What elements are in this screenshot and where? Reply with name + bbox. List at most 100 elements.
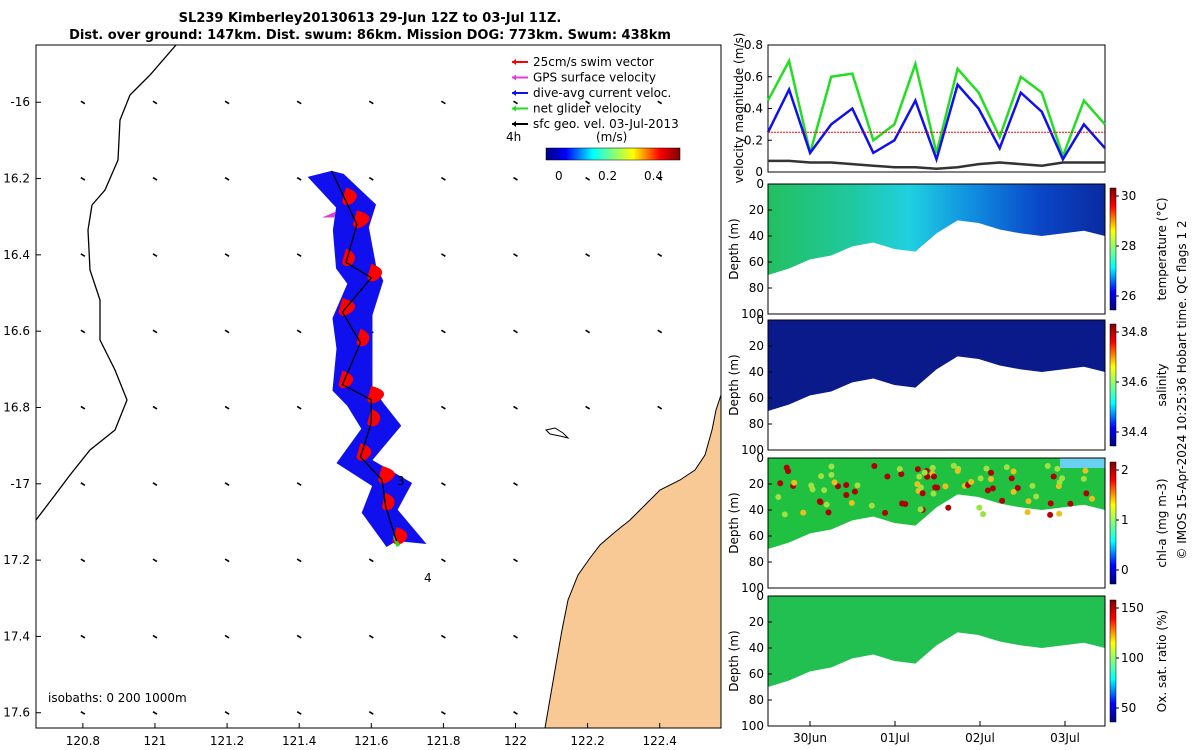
map-y-tick: 16.6 xyxy=(3,324,30,338)
chl-point xyxy=(1056,510,1063,517)
velocity-y-tick: 0.6 xyxy=(744,70,763,84)
chl-point xyxy=(980,511,987,518)
section-panel-chl-a: 0 20 40 60 80 100 Depth (m) 2 1 0 chl-a (mg m-3) xyxy=(727,451,1169,595)
current-arrow xyxy=(440,405,446,410)
current-arrow xyxy=(657,329,663,334)
current-arrow xyxy=(657,176,663,181)
section-ylabel: Depth (m) xyxy=(727,630,741,691)
chl-point xyxy=(1029,482,1036,489)
chl-point xyxy=(930,490,937,497)
current-arrow xyxy=(224,634,230,639)
current-arrow xyxy=(513,100,518,105)
current-arrow xyxy=(152,558,158,563)
section-y-tick: 20 xyxy=(749,203,764,217)
map-x-tick: 121.8 xyxy=(426,734,460,748)
legend-label: 25cm/s swim vector xyxy=(533,55,654,69)
colorbar-tick: 150 xyxy=(1121,601,1144,615)
velocity-panel: 0 0.2 0.4 0.6 0.8 velocity magnitude (m/s) xyxy=(732,33,1106,184)
current-arrow xyxy=(657,253,663,258)
chl-point xyxy=(1054,465,1061,472)
isobath-line xyxy=(36,45,177,521)
section-y-tick: 40 xyxy=(749,365,764,379)
chl-point xyxy=(823,501,830,508)
current-arrow xyxy=(296,711,302,715)
current-arrow xyxy=(80,329,86,334)
current-arrow xyxy=(296,100,302,105)
chl-point xyxy=(781,511,788,518)
section-y-tick: 60 xyxy=(749,391,764,405)
colorbar-tick: 34.8 xyxy=(1121,325,1148,339)
current-arrow xyxy=(296,176,302,181)
section-panel-oxygen: 0 20 40 60 80 100 Depth (m) 150 100 50 Ox. sat. ra… xyxy=(727,589,1169,733)
velocity-ylabel: velocity magnitude (m/s) xyxy=(732,33,746,184)
current-arrow xyxy=(513,634,518,639)
section-y-tick: 0 xyxy=(756,589,764,603)
section-y-tick: 80 xyxy=(749,281,764,295)
legend-label: GPS surface velocity xyxy=(533,71,656,85)
current-arrow xyxy=(224,176,230,181)
current-arrow xyxy=(224,405,230,410)
colorbar-tick: 0 xyxy=(1121,563,1129,577)
colorbar-tick: 100 xyxy=(1121,651,1144,665)
chart-title-line2: Dist. over ground: 147km. Dist. swum: 86… xyxy=(69,28,671,43)
chl-point xyxy=(775,493,782,500)
current-arrow xyxy=(513,253,518,258)
chl-point xyxy=(777,480,784,487)
current-arrow xyxy=(152,711,158,715)
section-y-tick: 20 xyxy=(749,339,764,353)
section-field xyxy=(768,596,1105,687)
legend-label: sfc geo. vel. 03-Jul-2013 xyxy=(533,117,679,131)
current-arrow xyxy=(80,176,86,181)
map-x-tick: 122.2 xyxy=(570,734,604,748)
colorbar-unit-label: (m/s) xyxy=(596,130,627,144)
colorbar-tick: 28 xyxy=(1121,239,1136,253)
map-frame xyxy=(35,44,722,729)
current-arrow xyxy=(296,405,302,410)
section-y-tick: 40 xyxy=(749,229,764,243)
swim-vector xyxy=(367,385,385,404)
section-field xyxy=(768,184,1105,275)
map-x-ticks: 120.8 121 121.2 121.4 121.6 121.8 122 122.2 122.… xyxy=(66,723,677,748)
swim-vector xyxy=(367,408,381,427)
chl-point xyxy=(999,497,1006,504)
current-arrow xyxy=(440,100,446,105)
current-arrow xyxy=(440,329,446,334)
chl-point xyxy=(977,475,984,482)
section-y-tick: 20 xyxy=(749,477,764,491)
chl-point xyxy=(987,476,994,483)
current-arrow xyxy=(224,482,230,486)
date-tick: 02Jul xyxy=(965,731,995,745)
current-arrow xyxy=(368,558,374,563)
chl-point xyxy=(950,462,957,469)
colorbar-tick: 34.4 xyxy=(1121,425,1148,439)
map-y-ticks: -16 16.2 16.4 16.6 16.8 -17 17.2 17.4 17.6 xyxy=(3,95,41,720)
map-x-tick: 121.4 xyxy=(282,734,316,748)
date-tick: 01Jul xyxy=(880,731,910,745)
coastline xyxy=(544,394,721,728)
chl-point xyxy=(851,488,858,495)
current-arrow xyxy=(585,100,591,105)
current-arrow xyxy=(513,329,518,334)
section-y-tick: 100 xyxy=(741,443,764,457)
chl-point xyxy=(834,483,841,490)
map-x-tick: 121.2 xyxy=(210,734,244,748)
velocity-y-tick: 0.4 xyxy=(744,102,763,116)
current-arrow xyxy=(152,329,158,334)
day-marker-3: 3 xyxy=(397,474,405,488)
map-y-tick: 17.4 xyxy=(3,629,30,643)
chl-point xyxy=(843,491,850,498)
current-arrow xyxy=(440,482,446,486)
current-arrow xyxy=(657,100,663,105)
chl-point xyxy=(1010,468,1017,475)
colorbar-label: chl-a (mg m-3) xyxy=(1155,478,1169,567)
section-y-tick: 0 xyxy=(756,313,764,327)
current-arrow xyxy=(152,482,158,486)
map-y-tick: 17.2 xyxy=(3,553,30,567)
chl-point xyxy=(818,473,825,480)
section-frame xyxy=(767,595,1106,727)
chl-point xyxy=(917,506,924,513)
chl-surface-low xyxy=(1060,458,1105,468)
current-arrow xyxy=(440,176,446,181)
chl-point xyxy=(984,487,991,494)
velocity-series-line xyxy=(766,57,1106,160)
